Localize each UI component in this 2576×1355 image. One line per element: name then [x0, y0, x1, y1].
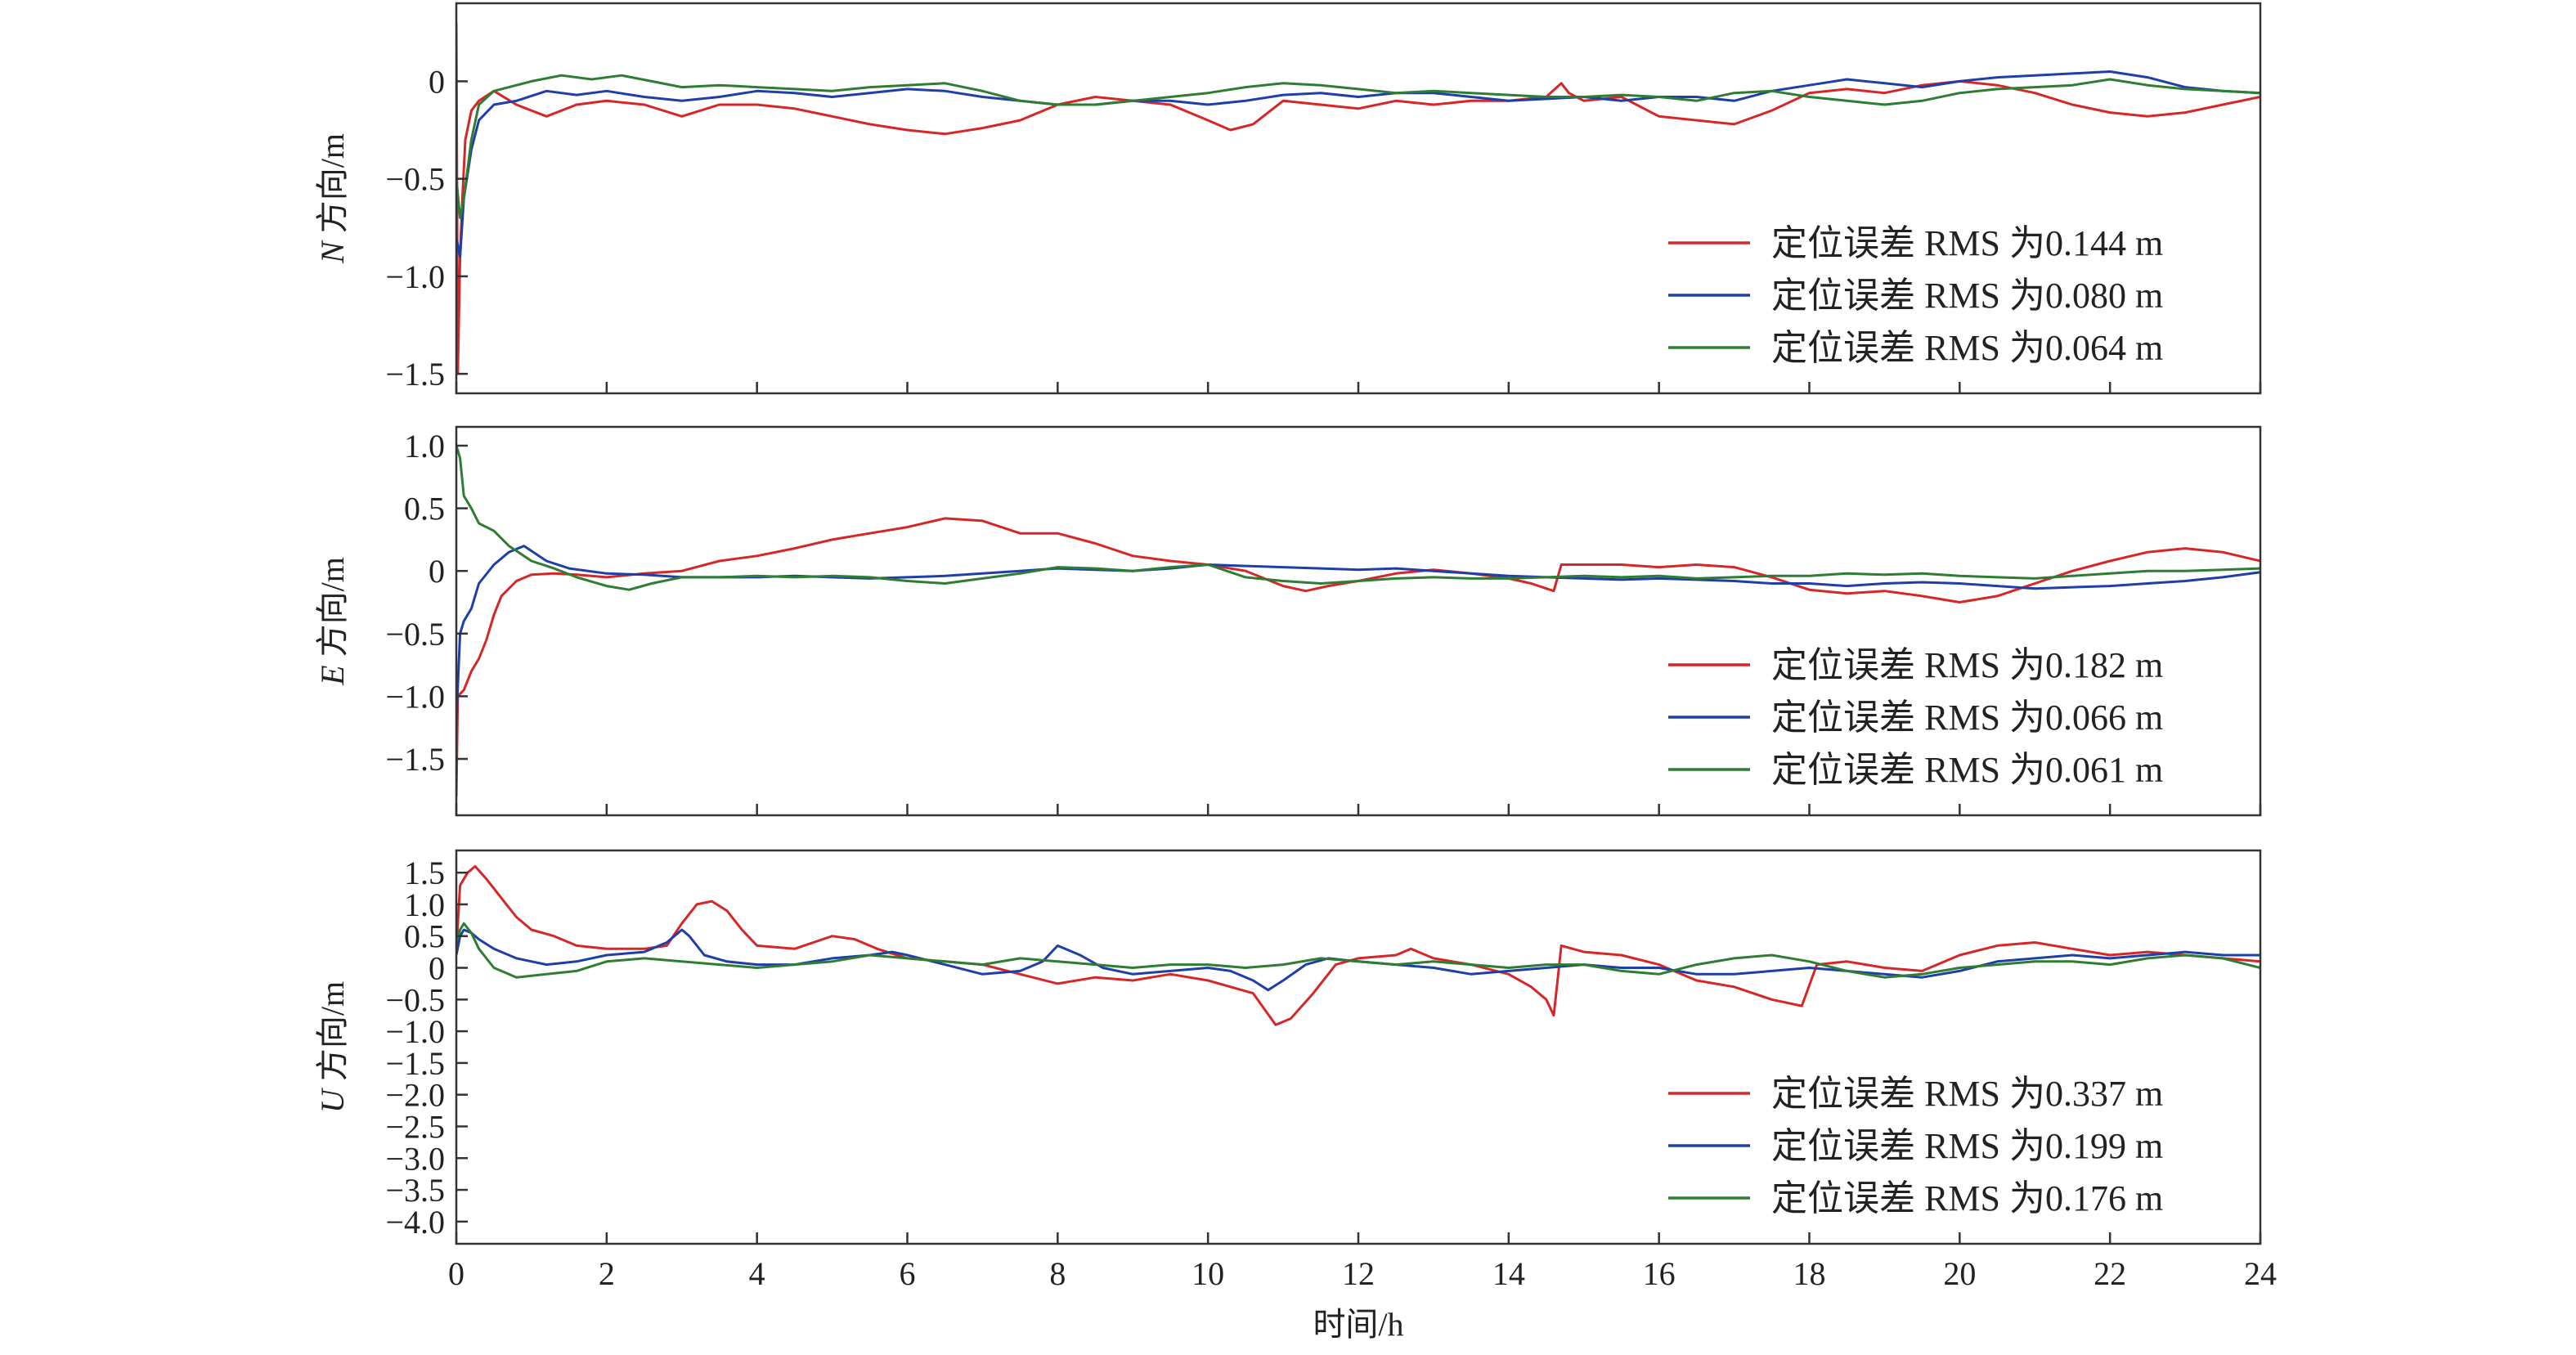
y-tick-label-2-8: −2.5	[385, 1108, 445, 1145]
x-tick-label-9: 18	[1793, 1255, 1826, 1292]
y-tick-label-2-3: 0	[429, 950, 445, 987]
series-line-0-2	[456, 74, 2260, 219]
x-tick-label-10: 20	[1943, 1255, 1976, 1292]
y-tick-label-2-1: 1.0	[404, 886, 445, 923]
y-tick-label-1-4: −1.0	[385, 678, 445, 715]
y-tick-label-2-4: −0.5	[385, 981, 445, 1018]
y-tick-label-2-11: −4.0	[385, 1204, 445, 1241]
series-line-1-1	[456, 545, 2260, 722]
legend-1: 定位误差 RMS 为0.182 m 定位误差 RMS 为0.066 m 定位误差 R…	[1668, 645, 2163, 790]
x-tick-label-11: 22	[2094, 1255, 2126, 1292]
y-axis-label-1: E 方向/m	[314, 557, 351, 686]
series-line-2-2	[456, 922, 2260, 979]
x-axis-label: 时间/h	[1313, 1306, 1403, 1343]
x-tick-label-5: 10	[1192, 1255, 1224, 1292]
legend-label-1-0: 定位误差 RMS 为0.182 m	[1771, 645, 2163, 685]
y-tick-label-0-1: −0.5	[385, 161, 445, 198]
x-tick-label-2: 4	[749, 1255, 765, 1292]
legend-2: 定位误差 RMS 为0.337 m 定位误差 RMS 为0.199 m 定位误差 R…	[1668, 1074, 2163, 1218]
legend-label-1-1: 定位误差 RMS 为0.066 m	[1771, 698, 2163, 738]
series-line-0-1	[456, 70, 2260, 258]
legend-0: 定位误差 RMS 为0.144 m 定位误差 RMS 为0.080 m 定位误差 R…	[1668, 223, 2163, 368]
series-line-1-2	[456, 445, 2260, 591]
legend-label-0-1: 定位误差 RMS 为0.080 m	[1771, 276, 2163, 316]
y-tick-label-0-0: 0	[429, 63, 445, 100]
y-tick-label-2-6: −1.5	[385, 1045, 445, 1082]
y-tick-label-1-1: 0.5	[404, 491, 445, 527]
x-tick-label-8: 16	[1643, 1255, 1676, 1292]
panel-1: 1.0 0.5 0 −0.5 −1.0 −1.5 E 方向/m 定位误差 RMS 为0.182…	[314, 425, 2262, 817]
legend-label-0-2: 定位误差 RMS 为0.064 m	[1771, 328, 2163, 368]
y-tick-label-1-2: 0	[429, 553, 445, 590]
y-axis-label-0: N 方向/m	[314, 133, 351, 264]
y-tick-label-2-2: 0.5	[404, 918, 445, 955]
y-tick-label-2-9: −3.0	[385, 1140, 445, 1177]
legend-label-2-1: 定位误差 RMS 为0.199 m	[1771, 1126, 2163, 1166]
x-tick-label-12: 24	[2244, 1255, 2277, 1292]
y-tick-label-1-0: 1.0	[404, 428, 445, 464]
y-tick-label-2-10: −3.5	[385, 1172, 445, 1209]
panel-2: 1.51.00.50−0.5−1.0−1.5−2.0−2.5−3.0−3.5−4…	[314, 849, 2262, 1245]
y-tick-label-2-7: −2.0	[385, 1077, 445, 1114]
y-tick-label-2-0: 1.5	[404, 855, 445, 891]
series-line-2-0	[456, 864, 2260, 1026]
legend-label-0-0: 定位误差 RMS 为0.144 m	[1771, 223, 2163, 263]
y-tick-label-2-5: −1.0	[385, 1013, 445, 1050]
series-line-2-1	[456, 928, 2260, 992]
x-tick-label-4: 8	[1049, 1255, 1066, 1292]
series-line-0-0	[456, 22, 2260, 375]
legend-label-1-2: 定位误差 RMS 为0.061 m	[1771, 750, 2163, 790]
x-tick-label-7: 14	[1492, 1255, 1525, 1292]
y-tick-label-0-2: −1.0	[385, 258, 445, 295]
legend-label-2-0: 定位误差 RMS 为0.337 m	[1771, 1074, 2163, 1114]
y-tick-label-1-3: −0.5	[385, 616, 445, 653]
y-tick-label-1-5: −1.5	[385, 741, 445, 778]
x-tick-label-6: 12	[1342, 1255, 1375, 1292]
x-tick-label-3: 6	[900, 1255, 916, 1292]
legend-label-2-2: 定位误差 RMS 为0.176 m	[1771, 1178, 2163, 1218]
series-line-1-0	[456, 517, 2260, 797]
x-tick-label-1: 2	[599, 1255, 615, 1292]
x-tick-label-0: 0	[448, 1255, 464, 1292]
y-axis-label-2: U 方向/m	[314, 981, 351, 1113]
y-tick-label-0-3: −1.5	[385, 356, 445, 393]
